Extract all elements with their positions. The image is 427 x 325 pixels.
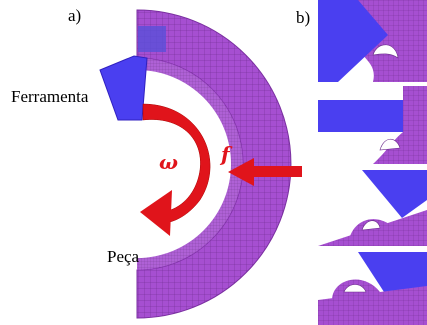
panel-b-figure	[318, 0, 427, 325]
simulation-frame-2	[318, 82, 427, 164]
rotation-symbol: ω	[159, 150, 179, 174]
feed-symbol: f	[221, 142, 230, 166]
chip-region	[138, 26, 166, 52]
panel-a-figure	[99, 9, 302, 319]
panel-a-label: a)	[68, 6, 82, 25]
tool-label: Ferramenta	[11, 87, 89, 106]
simulation-frame-1	[318, 0, 427, 82]
rotation-arrowhead	[140, 190, 172, 236]
tool-shape	[99, 55, 148, 121]
feed-arrow-shaft	[252, 166, 302, 177]
simulation-frame-3	[318, 164, 427, 246]
feed-arrowhead	[228, 158, 254, 186]
simulation-frame-4	[318, 246, 427, 325]
workpiece-label: Peça	[107, 247, 140, 266]
workpiece-fine-mesh	[137, 58, 243, 270]
panel-b-label: b)	[296, 8, 311, 27]
